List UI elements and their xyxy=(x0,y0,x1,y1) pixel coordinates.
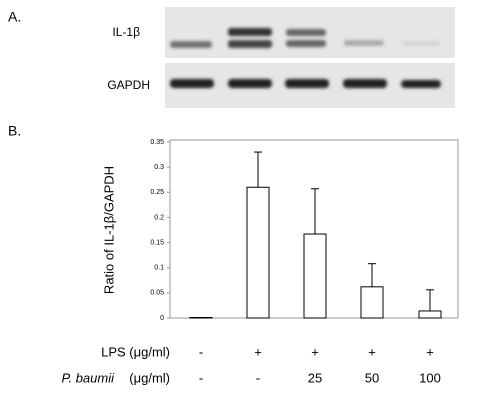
y-axis-label: Ratio of IL-1β/GAPDH xyxy=(101,166,116,294)
y-tick-label: 0.05 xyxy=(150,290,164,297)
condition-value: 25 xyxy=(308,370,322,385)
y-tick-label: 0.35 xyxy=(150,139,164,146)
condition-value: + xyxy=(311,344,319,359)
y-tick-label: 0.3 xyxy=(154,164,164,171)
bar xyxy=(418,310,442,319)
bar xyxy=(303,233,327,319)
y-tick-label: 0.25 xyxy=(150,189,164,196)
gel-il1b xyxy=(165,7,455,58)
y-tick-label: 0 xyxy=(160,315,164,322)
condition-unit: (μg/ml) xyxy=(129,370,170,385)
y-tick-label: 0.1 xyxy=(154,265,164,272)
gel-label: IL-1β xyxy=(112,25,140,39)
condition-value: + xyxy=(368,344,376,359)
condition-value: 50 xyxy=(365,370,379,385)
condition-value: + xyxy=(254,344,262,359)
bar xyxy=(189,316,213,319)
y-tick-label: 0.15 xyxy=(150,239,164,246)
gel-gapdh xyxy=(165,63,455,108)
panel-label: B. xyxy=(8,123,21,139)
y-tick-label: 0.2 xyxy=(154,214,164,221)
bar xyxy=(360,286,384,319)
condition-value: - xyxy=(199,370,203,385)
condition-value: - xyxy=(256,370,260,385)
panel-label: A. xyxy=(8,9,21,25)
bar xyxy=(246,186,270,319)
condition-value: 100 xyxy=(419,370,441,385)
condition-label: P. baumii xyxy=(61,370,115,385)
gel-label: GAPDH xyxy=(107,78,150,92)
condition-label: LPS (μg/ml) xyxy=(101,344,170,359)
condition-value: + xyxy=(426,344,434,359)
condition-value: - xyxy=(199,344,203,359)
